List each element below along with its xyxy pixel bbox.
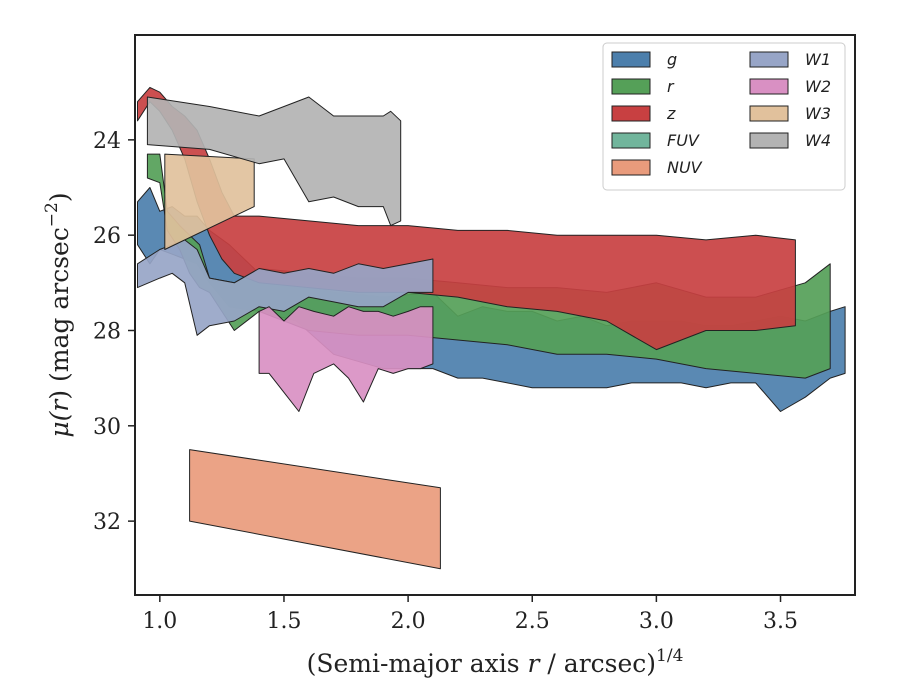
legend-swatch-w2 [749,78,789,95]
legend-swatch-z [611,105,651,122]
legend-label-fuv: FUV [667,131,700,150]
series-layer [137,86,846,570]
legend-label-r: r [667,77,675,96]
y-tick-label: 32 [93,510,121,535]
legend-label-w4: W4 [805,131,831,150]
legend-label-nuv: NUV [667,158,703,177]
x-tick-label: 3.5 [763,609,798,634]
legend-swatch-g [611,51,651,68]
y-axis-ticks: 24 26 28 30 32 [93,129,135,535]
series-band-w4 [146,96,402,227]
legend-swatch-w3 [749,105,789,122]
legend-swatch-w4 [749,132,789,149]
legend-swatch-nuv [611,159,651,176]
series-band-nuv [189,449,441,570]
legend: grz FUV NUV W1 W2 W3 W4 [602,42,846,191]
legend-label-g: g [667,50,677,69]
y-tick-label: 30 [93,415,121,440]
y-tick-label: 24 [93,129,121,154]
y-tick-label: 28 [93,319,121,344]
series-band-w1 [137,239,434,336]
x-tick-label: 1.0 [142,609,177,634]
legend-label-z: z [666,104,676,123]
series-band-w2 [258,306,434,412]
x-axis-title: (Semi-major axis r / arcsec)1/4 [307,646,684,678]
legend-swatch-fuv [611,132,651,149]
y-axis-title: μ(r) (mag arcsec−2) [42,192,74,437]
plot-frame [134,34,856,596]
legend-swatch-w1 [749,51,789,68]
y-tick-label: 26 [93,224,121,249]
legend-label-w2: W2 [805,77,831,96]
x-tick-label: 2.5 [515,609,550,634]
x-tick-label: 3.0 [639,609,674,634]
legend-swatch-r [611,78,651,95]
legend-label-w1: W1 [805,50,831,69]
x-tick-label: 1.5 [266,609,301,634]
x-tick-label: 2.0 [391,609,426,634]
legend-label-w3: W3 [805,104,831,123]
series-band-w3 [164,153,255,250]
x-axis-ticks: 1.0 1.5 2.0 2.5 3.0 3.5 [142,595,798,634]
